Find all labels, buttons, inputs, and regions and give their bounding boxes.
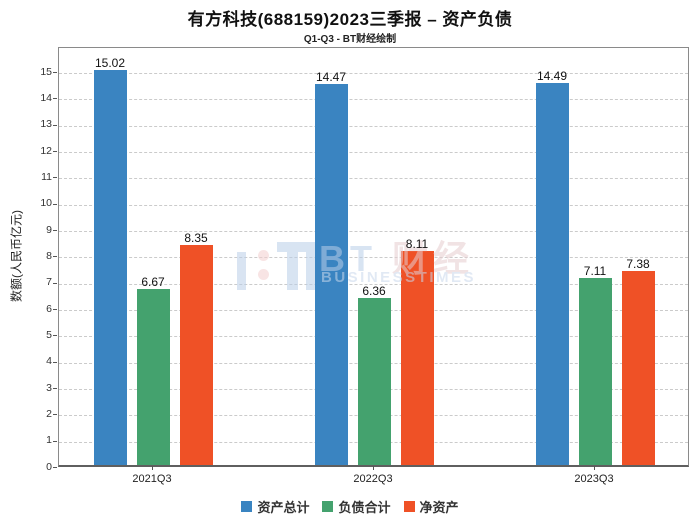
y-tick-mark [53,335,57,337]
y-tick-mark [53,98,57,100]
bar [535,83,569,465]
y-tick-label: 2 [46,407,52,420]
y-tick-mark [53,361,57,363]
bar [93,69,127,465]
y-tick-label: 13 [40,118,52,131]
chart-title: 有方科技(688159)2023三季报 – 资产负债 [187,10,513,29]
bar-value-label: 6.67 [141,275,165,290]
bar [400,251,434,465]
y-tick-label: 3 [46,381,52,394]
legend-swatch-icon [322,501,334,512]
y-tick-label: 11 [41,170,52,183]
y-tick-label: 4 [46,355,52,368]
y-tick-label: 1 [46,434,52,447]
bar [357,297,391,465]
y-tick-label: 0 [46,460,52,473]
legend: 资产总计 负债合计 净资产 [0,497,700,516]
gridline [59,99,688,101]
bar-value-label: 7.11 [583,263,607,278]
bar-value-label: 7.38 [626,256,650,271]
bar-value-label: 8.11 [405,237,429,252]
gridline [59,152,688,154]
bar-value-label: 15.02 [94,55,126,70]
bar-value-label: 6.36 [362,283,386,298]
chart-subtitle: Q1-Q3 - BT财经绘制 [303,34,397,45]
y-tick-label: 5 [46,328,52,341]
y-tick-mark [53,388,57,389]
x-tick-label: 2021Q3 [132,473,172,485]
y-tick-mark [53,124,57,126]
legend-label: 净资产 [419,500,459,515]
y-tick-mark [53,72,57,74]
gridline [59,125,688,127]
gridline [59,73,688,75]
bar [136,289,170,465]
x-tick-label: 2022Q3 [353,473,393,485]
y-tick-mark [53,256,57,258]
legend-label: 资产总计 [257,500,310,515]
legend-label: 负债合计 [338,500,391,515]
legend-item: 净资产 [403,497,459,516]
y-tick-label: 7 [46,276,52,289]
y-tick-mark [53,151,57,153]
y-tick-label: 9 [46,223,52,236]
gridline [59,283,688,285]
bar-value-label: 14.49 [536,69,568,84]
y-tick-label: 6 [46,302,52,315]
y-tick-mark [53,467,57,468]
gridline [59,178,688,180]
bar-value-label: 14.47 [315,70,347,84]
x-tick-mark [373,466,374,470]
y-tick-mark [53,203,57,205]
plot-area: 15.02 14.47 14.49 6.67 6.36 7.11 8.35 8.11 7.38 [58,47,689,467]
bar-value-label: 8.35 [184,231,208,246]
y-tick-label: 12 [40,144,52,157]
y-tick-label: 8 [46,249,52,262]
y-tick-mark [53,230,57,232]
gridline [59,257,688,259]
x-tick-mark [594,466,595,470]
gridline [59,204,688,206]
legend-item: 资产总计 [241,497,309,516]
y-tick-mark [53,177,57,179]
bar [179,245,213,465]
y-tick-label: 15 [40,65,52,78]
legend-swatch-icon [241,501,253,512]
y-axis-label: 数额(人民币亿元) [9,210,24,302]
legend-item: 负债合计 [322,497,391,516]
y-tick-mark [53,414,57,416]
bar [621,270,655,465]
legend-swatch-icon [403,501,415,512]
x-tick-mark [152,466,153,470]
gridline [59,231,688,233]
bar [578,277,612,465]
y-tick-label: 10 [40,197,52,210]
y-tick-mark [53,440,57,442]
x-tick-label: 2023Q3 [574,473,614,485]
y-tick-mark [53,282,57,284]
bar [314,84,348,465]
y-tick-mark [53,309,57,311]
y-tick-label: 14 [40,91,52,104]
